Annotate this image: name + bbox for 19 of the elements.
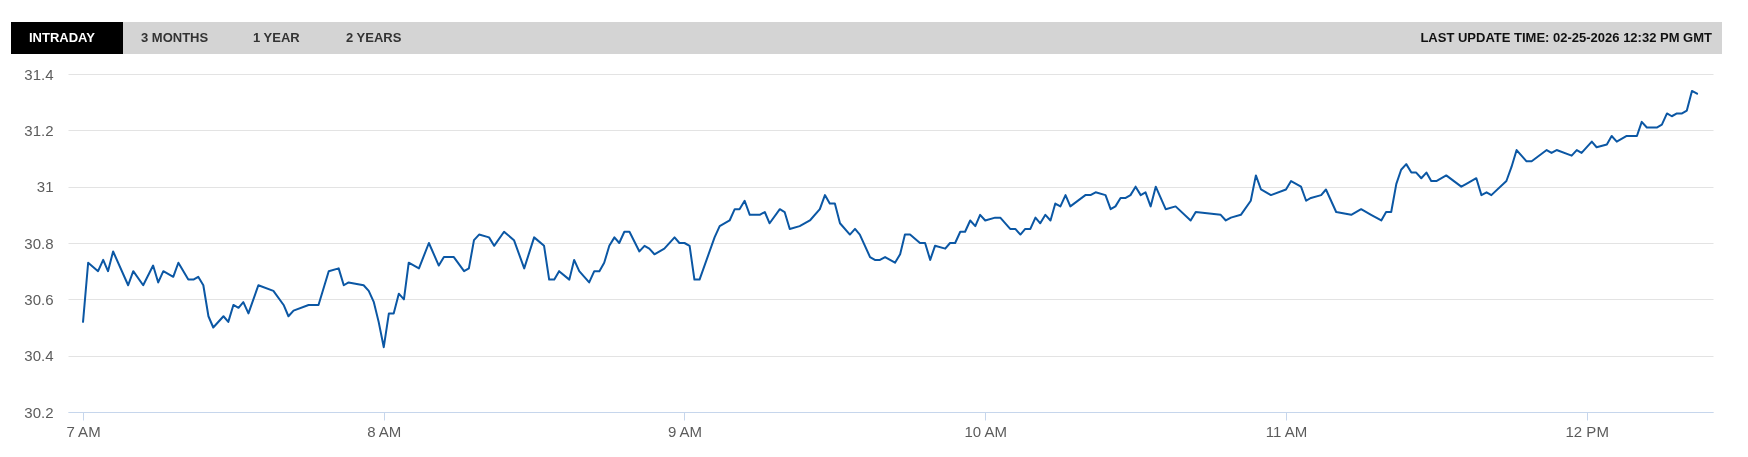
y-tick-label: 31 <box>36 178 54 196</box>
line-series <box>82 89 1699 349</box>
text: 2 YEARS <box>346 30 402 45</box>
text: 1 YEAR <box>253 30 301 45</box>
text: INTRADAY <box>29 30 96 45</box>
y-tick-label: 30.6 <box>24 290 54 308</box>
y-tick-label: 30.8 <box>24 234 54 252</box>
text: LAST UPDATE TIME: 02-25-2026 12:32 PM GMT <box>1420 30 1713 45</box>
x-tick-label: 8 AM <box>367 422 402 440</box>
y-tick-label: 30.2 <box>24 403 54 421</box>
y-tick-label: 31.4 <box>24 65 54 83</box>
x-tick-label: 9 AM <box>667 422 703 440</box>
y-tick-label: 31.2 <box>24 121 54 139</box>
x-tick-label: 12 PM <box>1565 422 1609 440</box>
x-tick-label: 10 AM <box>964 422 1007 440</box>
x-tick-label: 11 AM <box>1265 422 1308 440</box>
text: 3 MONTHS <box>141 30 209 45</box>
x-tick-label: 7 AM <box>66 422 101 440</box>
y-tick-label: 30.4 <box>24 347 54 365</box>
